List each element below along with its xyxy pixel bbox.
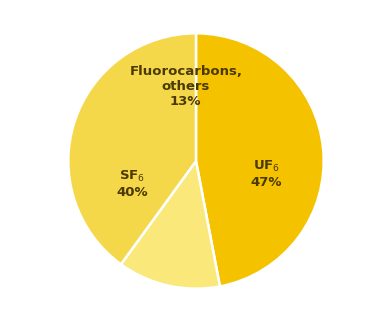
Wedge shape <box>68 33 196 264</box>
Text: Fluorocarbons,
others
13%: Fluorocarbons, others 13% <box>129 65 242 109</box>
Wedge shape <box>196 33 324 287</box>
Text: UF$_6$
47%: UF$_6$ 47% <box>250 159 282 189</box>
Text: SF$_6$
40%: SF$_6$ 40% <box>116 169 148 199</box>
Wedge shape <box>121 161 220 289</box>
